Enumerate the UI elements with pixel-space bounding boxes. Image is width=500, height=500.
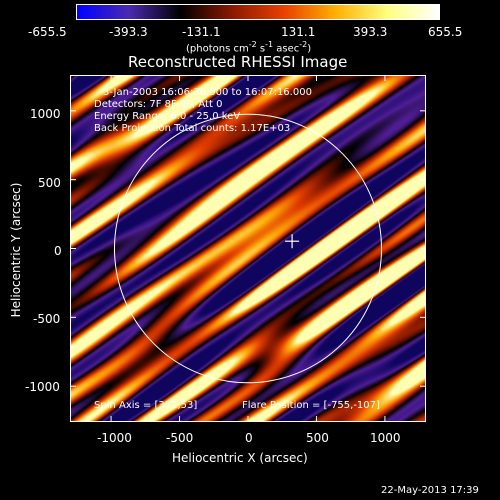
x-tick-label: 1000	[370, 431, 401, 445]
x-tick-label: -1000	[97, 431, 132, 445]
colorbar-tick-label: 131.1	[281, 25, 316, 39]
colorbar	[76, 4, 440, 20]
colorbar-tick-labels: -655.5 -393.3 -131.1 131.1 393.3 655.5	[0, 0, 500, 40]
info-detectors: Detectors: 7F 8F 9F, Att 0	[94, 99, 223, 110]
info-time-range: 3-Jan-2003 16:06:36.000 to 16:07:16.000	[103, 87, 312, 98]
flare-position-label: Flare Position = [-755,-107]	[242, 400, 380, 411]
colorbar-tick-label: 393.3	[353, 25, 388, 39]
y-tick-label: -1000	[25, 380, 60, 394]
x-axis-label: Heliocentric X (arcsec)	[172, 451, 308, 465]
solar-limb-circle	[114, 113, 382, 384]
colorbar-tick-label: -393.3	[109, 25, 148, 39]
y-tick-label: 500	[38, 176, 61, 190]
y-axis-label: Heliocentric Y (arcsec)	[9, 182, 23, 318]
colorbar-unit-label: (photons cm-2 s-1 asec-2)	[186, 40, 312, 55]
x-tick-label: 0	[245, 431, 253, 445]
info-method-counts: Back Projection Total counts: 1.17E+03	[94, 123, 291, 134]
y-tick-label: 1000	[30, 107, 61, 121]
rhessi-image	[71, 76, 425, 421]
spin-axis-label: Spin Axis = [322,53]	[94, 400, 198, 411]
colorbar-tick-label: 655.5	[428, 25, 463, 39]
x-tick-label: 500	[306, 431, 329, 445]
x-tick-label: -500	[166, 431, 194, 445]
plot-title: Reconstructed RHESSI Image	[128, 53, 348, 71]
info-energy-range: Energy Range: 6.0 - 25.0 keV	[94, 111, 241, 122]
y-tick-label: 0	[54, 244, 62, 258]
colorbar-tick-label: -655.5	[28, 25, 67, 39]
footer-date: 22-May-2013 17:39	[381, 485, 479, 496]
colorbar-tick-label: -131.1	[182, 25, 221, 39]
y-tick-label: -500	[33, 312, 61, 326]
